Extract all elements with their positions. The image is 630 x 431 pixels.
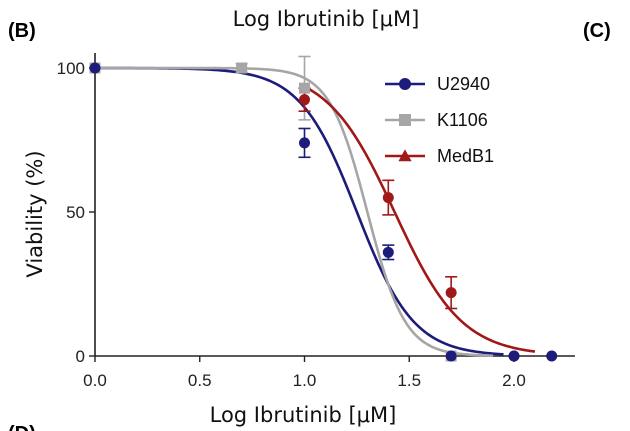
data-point-u2940 xyxy=(89,62,101,74)
data-point-u2940 xyxy=(382,246,394,258)
fit-curve-k1106 xyxy=(95,66,494,357)
legend: U2940 K1106 MedB1 xyxy=(385,74,494,166)
x-tick-label: 1.5 xyxy=(397,371,421,390)
data-point-u2940 xyxy=(546,350,558,362)
legend-marker-k1106 xyxy=(399,114,411,126)
data-markers xyxy=(89,62,558,362)
x-tick-label: 0.0 xyxy=(83,371,107,390)
y-tick-label: 100 xyxy=(57,59,85,78)
fit-curve-medb1 xyxy=(303,85,536,353)
legend-marker-u2940 xyxy=(399,78,411,90)
panel-label-b: (B) xyxy=(8,20,36,42)
data-point-u2940 xyxy=(445,350,457,362)
legend-marker-medb1 xyxy=(398,149,412,162)
data-point-medb1 xyxy=(299,94,310,106)
x-axis-title: Log Ibrutinib [μM] xyxy=(210,403,397,427)
panel-label-c: (C) xyxy=(583,20,611,42)
legend-label-medb1: MedB1 xyxy=(437,146,494,166)
x-tick-label: 2.0 xyxy=(502,371,526,390)
fit-curves xyxy=(95,66,536,357)
legend-label-k1106: K1106 xyxy=(437,110,488,130)
data-point-medb1 xyxy=(445,287,457,299)
data-point-medb1 xyxy=(382,192,394,204)
x-tick-label: 0.5 xyxy=(188,371,212,390)
data-point-k1106 xyxy=(236,62,248,74)
data-point-u2940 xyxy=(508,350,520,362)
panel-label-d: (D) xyxy=(8,423,36,431)
y-tick-label: 0 xyxy=(76,347,85,366)
x-tick-label: 1.0 xyxy=(293,371,317,390)
y-tick-label: 50 xyxy=(66,203,85,222)
data-point-u2940 xyxy=(299,137,310,149)
y-axis-title: Viability (%) xyxy=(23,150,47,277)
legend-label-u2940: U2940 xyxy=(437,74,490,94)
plot-axes: 0.0 0.5 1.0 1.5 2.0 0 50 100 xyxy=(57,53,575,390)
top-axis-title: Log Ibrutinib [μM] xyxy=(233,7,420,31)
data-point-k1106 xyxy=(299,82,310,94)
